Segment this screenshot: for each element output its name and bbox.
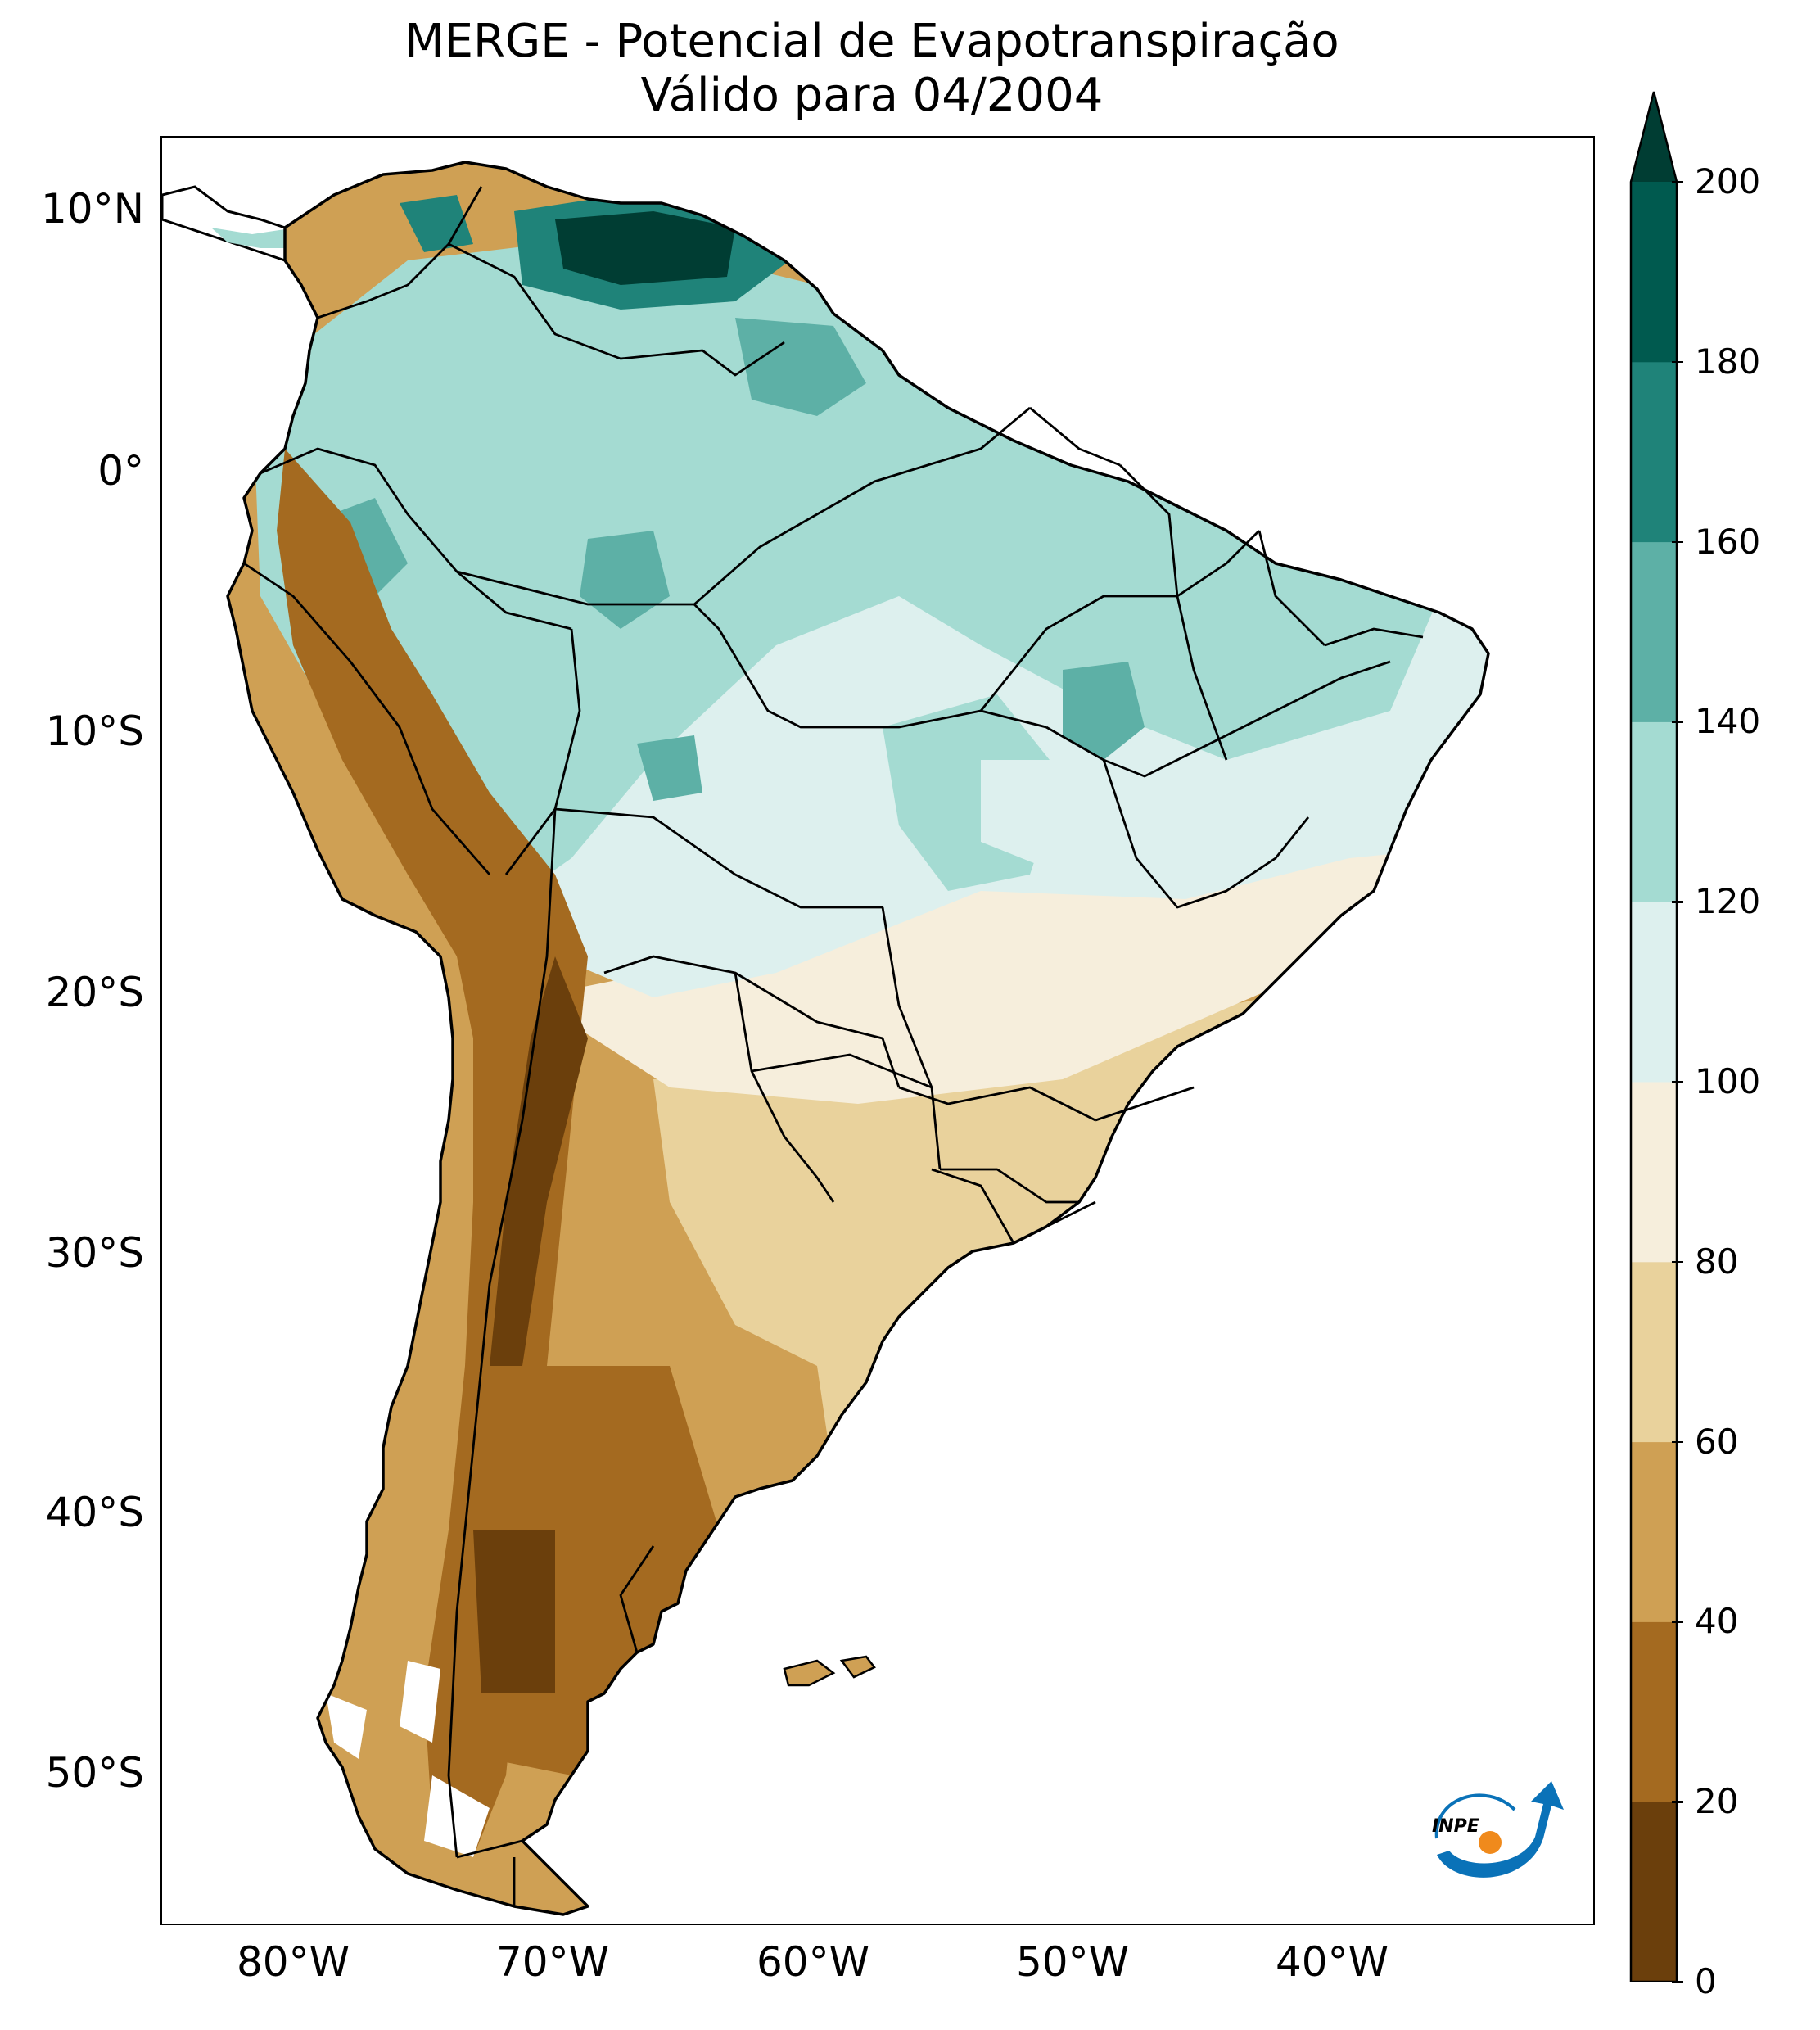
lat-label-50s: 50°S	[45, 1749, 144, 1797]
colorbar-segment	[1631, 1082, 1677, 1263]
colorbar-segment	[1631, 721, 1677, 902]
colorbar-segment	[1631, 182, 1677, 363]
colorbar-tick-label: 40	[1695, 1601, 1739, 1642]
colorbar-tick	[1672, 1801, 1683, 1803]
colorbar-extend-arrow	[1631, 92, 1677, 182]
colorbar-tick	[1672, 721, 1683, 723]
colorbar-segment	[1631, 902, 1677, 1083]
colorbar-tick	[1672, 1440, 1683, 1444]
colorbar-tick	[1672, 1081, 1683, 1083]
colorbar-tick-label: 100	[1695, 1061, 1761, 1101]
colorbar-segment	[1631, 1261, 1677, 1443]
map-title: MERGE - Potencial de Evapotranspiração V…	[0, 15, 1744, 123]
colorbar-tick	[1672, 1981, 1683, 1983]
colorbar	[1629, 91, 1678, 1982]
colorbar-tick	[1672, 540, 1683, 544]
colorbar-tick	[1672, 360, 1683, 364]
map-panel	[160, 136, 1595, 1925]
lat-label-30s: 30°S	[45, 1229, 144, 1277]
colorbar-tick-label: 0	[1695, 1961, 1717, 2001]
colorbar-tick-label: 160	[1695, 521, 1761, 562]
colorbar-segment	[1631, 1621, 1677, 1802]
colorbar-tick-label: 140	[1695, 701, 1761, 742]
lon-label-40w: 40°W	[1275, 1938, 1389, 1986]
lat-label-40s: 40°S	[45, 1489, 144, 1536]
colorbar-tick	[1672, 901, 1683, 903]
lat-label-20s: 20°S	[45, 969, 144, 1016]
colorbar-tick-label: 20	[1695, 1781, 1739, 1822]
colorbar-tick	[1672, 1621, 1683, 1623]
lon-label-60w: 60°W	[756, 1938, 870, 1986]
lat-label-10s: 10°S	[45, 708, 144, 755]
lon-label-80w: 80°W	[236, 1938, 350, 1986]
colorbar-tick-label: 80	[1695, 1241, 1739, 1282]
colorbar-tick-label: 120	[1695, 881, 1761, 922]
colorbar-tick	[1672, 1260, 1683, 1264]
colorbar-tick-label: 60	[1695, 1421, 1739, 1462]
south-america-map	[162, 161, 1490, 1916]
inpe-logo-text: INPE	[1432, 1816, 1479, 1837]
lat-label-0: 0°	[97, 447, 144, 495]
lat-label-10n: 10°N	[40, 185, 144, 233]
colorbar-tick-label: 200	[1695, 161, 1761, 201]
colorbar-tick-label: 180	[1695, 341, 1761, 382]
colorbar-segment	[1631, 1441, 1677, 1622]
colorbar-segment	[1631, 541, 1677, 722]
colorbar-segment	[1631, 1802, 1677, 1982]
colorbar-segment	[1631, 361, 1677, 543]
title-line-1: MERGE - Potencial de Evapotranspiração	[404, 15, 1339, 68]
lon-label-50w: 50°W	[1015, 1938, 1130, 1986]
lon-label-70w: 70°W	[495, 1938, 610, 1986]
inpe-logo: INPE	[1432, 1781, 1564, 1878]
title-line-2: Válido para 04/2004	[640, 69, 1104, 122]
colorbar-tick	[1672, 181, 1683, 183]
